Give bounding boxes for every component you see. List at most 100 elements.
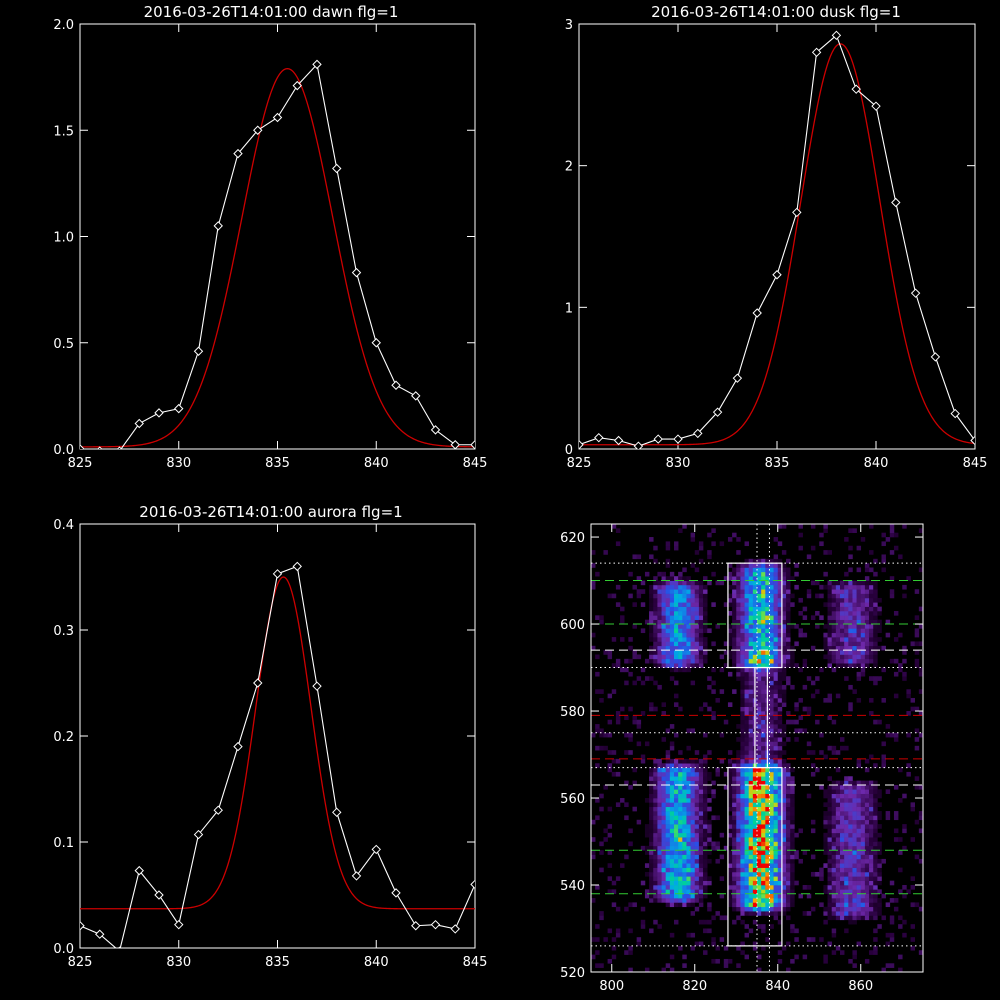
heatmap-cell <box>744 867 749 873</box>
heatmap-cell <box>690 645 696 651</box>
heatmap-cell <box>657 845 662 851</box>
heatmap-cell <box>748 571 754 577</box>
heatmap-cell <box>827 610 832 616</box>
heatmap-cell <box>885 932 891 938</box>
heatmap-cell <box>682 876 687 881</box>
heatmap-cell <box>860 663 866 668</box>
heatmap-cell <box>761 776 766 781</box>
heatmap-cell <box>727 898 733 903</box>
heatmap-cell <box>744 784 749 790</box>
heatmap-cell <box>744 776 749 781</box>
heatmap-cell <box>852 880 857 886</box>
heatmap-cell <box>727 793 733 799</box>
heatmap-cell <box>657 871 662 877</box>
heatmap-cell <box>761 732 766 738</box>
heatmap-cell <box>831 811 837 816</box>
heatmap-cell <box>703 584 708 590</box>
heatmap-cell <box>761 928 766 934</box>
data-point <box>594 432 604 443</box>
heatmap-cell <box>893 828 899 834</box>
heatmap-cell <box>898 867 903 873</box>
heatmap-cell <box>628 945 633 951</box>
heatmap-cell <box>748 911 754 916</box>
heatmap-cell <box>682 645 687 651</box>
heatmap-cell <box>640 924 646 929</box>
heatmap-cell <box>657 924 662 929</box>
dusk-spectrum-plot: 2016-03-26T14:01:00 dusk flg=1 825 830 835… <box>565 3 988 471</box>
heatmap-cell <box>636 554 642 560</box>
heatmap-cell <box>831 828 837 834</box>
heatmap-cell <box>599 806 604 812</box>
heatmap-cell <box>624 667 629 673</box>
heatmap-cell <box>732 919 737 925</box>
heatmap-cell <box>898 554 903 560</box>
heatmap-cell <box>620 637 625 642</box>
heatmap-cell <box>852 824 857 829</box>
heatmap-cell <box>819 871 824 877</box>
heatmap-cell <box>844 615 849 620</box>
heatmap-cell <box>740 650 745 655</box>
heatmap-cell <box>786 828 791 834</box>
heatmap-cell <box>852 845 857 851</box>
heatmap-cell <box>786 597 791 603</box>
heatmap-cell <box>877 610 882 616</box>
heatmap-cell <box>918 815 924 821</box>
heatmap-cell <box>844 885 849 890</box>
heatmap-cell <box>815 719 820 725</box>
heatmap-cell <box>674 902 679 908</box>
heatmap-cell <box>669 632 675 638</box>
heatmap-cell <box>781 641 787 647</box>
heatmap-cell <box>823 571 828 577</box>
heatmap-cell <box>777 576 783 581</box>
heatmap-cell <box>740 819 745 825</box>
x-tick-label: 840 <box>364 955 389 970</box>
heatmap-cell <box>856 871 862 877</box>
heatmap-cell <box>877 876 882 881</box>
heatmap-cell <box>777 776 783 781</box>
heatmap-cell <box>690 819 696 825</box>
heatmap-cell <box>665 854 671 860</box>
heatmap-cell <box>711 815 716 821</box>
heatmap-cell <box>893 671 899 677</box>
heatmap-cell <box>615 602 621 607</box>
heatmap-cell <box>752 945 758 951</box>
heatmap-cell <box>869 811 874 816</box>
heatmap-cell <box>657 789 662 794</box>
heatmap-cell <box>644 571 650 577</box>
heatmap-cell <box>761 806 766 812</box>
heatmap-cell <box>740 889 745 895</box>
heatmap-cell <box>761 798 766 803</box>
heatmap-cell <box>786 641 791 647</box>
heatmap-cell <box>790 593 795 599</box>
heatmap-cell <box>840 589 845 594</box>
heatmap-cell <box>591 898 596 903</box>
data-point <box>930 352 941 362</box>
heatmap-cell <box>757 767 762 773</box>
heatmap-cell <box>752 863 758 868</box>
heatmap-cell <box>856 915 862 921</box>
heatmap-cell <box>777 610 783 616</box>
heatmap-cell <box>864 789 870 794</box>
heatmap-cell <box>856 850 862 855</box>
heatmap-cell <box>694 650 700 655</box>
heatmap-cell <box>698 898 704 903</box>
heatmap-cell <box>914 658 920 664</box>
heatmap-cell <box>769 650 774 655</box>
heatmap-cell <box>736 793 741 799</box>
heatmap-cell <box>682 789 687 794</box>
heatmap-cell <box>781 654 787 660</box>
heatmap-cell <box>669 637 675 642</box>
heatmap-cell <box>736 845 741 851</box>
heatmap-cell <box>790 871 795 877</box>
heatmap-cell <box>761 802 766 808</box>
heatmap-cell <box>686 584 691 590</box>
heatmap-cell <box>694 641 700 647</box>
heatmap-cell <box>765 602 770 607</box>
heatmap-cell <box>744 811 749 816</box>
heatmap-cell <box>748 697 754 703</box>
heatmap-cell <box>769 741 774 747</box>
heatmap-cell <box>694 793 700 799</box>
heatmap-cell <box>844 819 849 825</box>
heatmap-cell <box>711 571 716 577</box>
heatmap-cell <box>848 632 853 638</box>
